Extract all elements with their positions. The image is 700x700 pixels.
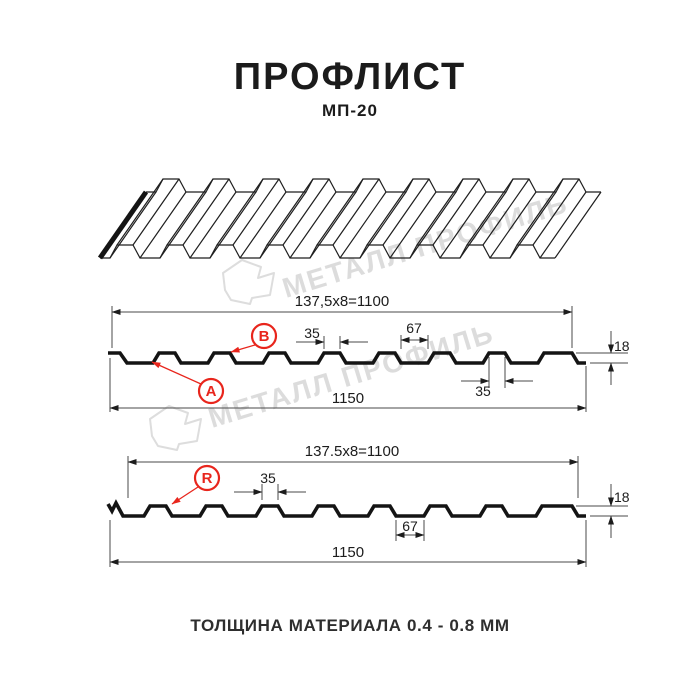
- profile-line-ab: [108, 351, 586, 365]
- sheet-rib-lines: [109, 178, 602, 259]
- dim-width-ab: 1150: [332, 390, 364, 407]
- dim-crest-ab: 35: [304, 325, 320, 341]
- profile-model: МП-20: [322, 101, 378, 120]
- dim-crest-r: 35: [260, 470, 276, 486]
- dim-width-r: 1150: [332, 544, 364, 561]
- dim-height-r: 18: [614, 489, 630, 505]
- cross-section-ab: 137,5x8=1100 1150 35 67 35 18 A B: [108, 293, 630, 412]
- watermark-logo-lower: [149, 405, 202, 451]
- watermark-text-lower: МЕТАЛЛ ПРОФИЛЬ: [205, 317, 498, 433]
- ext-lines-width-ab: [109, 358, 587, 412]
- watermark-logo-upper: [222, 259, 275, 305]
- material-thickness-caption: ТОЛЩИНА МАТЕРИАЛА 0.4 - 0.8 ММ: [190, 616, 510, 635]
- profile-line-r: [106, 499, 586, 518]
- dim-height-ab: 18: [614, 338, 630, 354]
- label-a: A: [206, 383, 217, 400]
- page-title: ПРОФЛИСТ: [233, 56, 467, 98]
- label-a-callout: A: [151, 361, 225, 405]
- label-b: B: [259, 328, 270, 345]
- sheet-cut-edge: [97, 190, 149, 260]
- ext-lines-crest-r: [261, 484, 279, 500]
- label-b-callout: B: [230, 322, 278, 353]
- dim-module-r: 137.5x8=1100: [305, 443, 399, 460]
- label-r: R: [202, 470, 213, 487]
- ext-lines-base-ab: [488, 357, 506, 388]
- sheet-back-edge: [146, 178, 601, 193]
- dim-opening-ab: 67: [406, 320, 422, 336]
- dim-module-ab: 137,5x8=1100: [295, 293, 389, 310]
- perspective-sheet-drawing: [97, 178, 602, 260]
- cross-section-r: 137.5x8=1100 1150 35 67 18 R: [106, 443, 630, 567]
- label-r-callout: R: [171, 464, 221, 505]
- ext-lines-crest-ab: [323, 336, 341, 349]
- dim-valley-r: 67: [402, 518, 418, 534]
- dim-base-ab: 35: [475, 383, 491, 399]
